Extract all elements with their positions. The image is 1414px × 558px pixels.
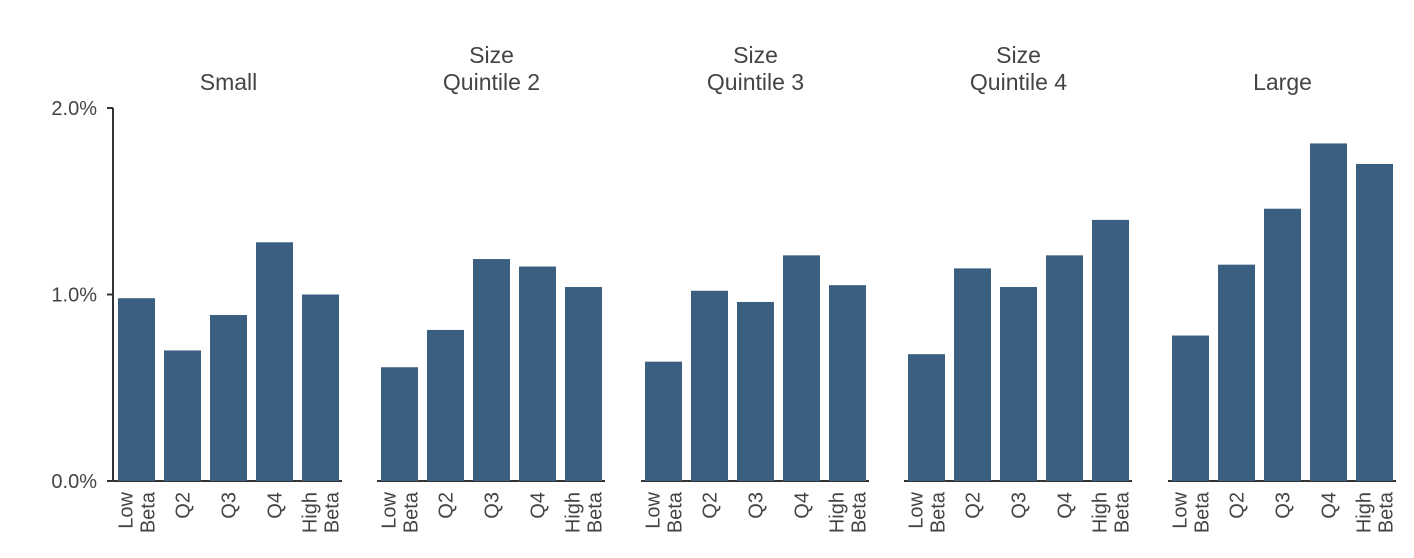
bar: [473, 259, 510, 481]
x-tick-label: Beta: [1112, 491, 1134, 533]
bar: [737, 301, 774, 481]
y-tick-label: 1.0%: [51, 285, 97, 307]
bar: [908, 354, 945, 481]
x-tick-label: Low: [116, 491, 138, 528]
x-tick-label: Low: [643, 491, 665, 528]
panel-title: Quintile 4: [970, 69, 1067, 95]
panel-title: Quintile 2: [443, 69, 540, 95]
x-tick-label: Q3: [482, 492, 504, 519]
x-tick-label: Q4: [792, 492, 814, 519]
x-tick-label: Q2: [436, 492, 458, 519]
bar: [1356, 163, 1393, 481]
x-tick-label: Beta: [138, 491, 160, 533]
x-tick-label: Q3: [1273, 492, 1295, 519]
bar: [1046, 255, 1083, 481]
x-tick-label: High: [1354, 492, 1376, 533]
x-tick-label: Q4: [265, 492, 287, 519]
x-tick-label: Low: [379, 491, 401, 528]
x-tick-label: Q4: [528, 492, 550, 519]
x-tick-label: High: [563, 492, 585, 533]
x-tick-label: Beta: [585, 491, 607, 533]
x-tick-label: Q4: [1055, 492, 1077, 519]
panel-title: Size: [469, 42, 514, 68]
bar: [783, 255, 820, 481]
panel-title: Size: [733, 42, 778, 68]
x-tick-label: Beta: [665, 491, 687, 533]
x-tick-label: Q2: [963, 492, 985, 519]
bar: [519, 266, 556, 481]
x-tick-label: Beta: [849, 491, 871, 533]
bar: [1264, 208, 1301, 481]
bar: [1172, 335, 1209, 481]
x-tick-label: Low: [1170, 491, 1192, 528]
bar: [954, 268, 991, 481]
x-tick-label: Q4: [1319, 492, 1341, 519]
panel-title: Quintile 3: [707, 69, 804, 95]
x-tick-label: Beta: [1376, 491, 1398, 533]
y-tick-label: 0.0%: [51, 471, 97, 493]
x-tick-label: High: [827, 492, 849, 533]
bar: [1310, 143, 1347, 481]
bar: [427, 329, 464, 481]
panel-title: Large: [1253, 69, 1312, 95]
panel-title: Size: [996, 42, 1041, 68]
bar: [691, 290, 728, 481]
x-tick-label: Beta: [928, 491, 950, 533]
x-tick-label: Q3: [746, 492, 768, 519]
x-tick-label: Q2: [1227, 492, 1249, 519]
x-tick-label: High: [300, 492, 322, 533]
x-tick-label: Beta: [1192, 491, 1214, 533]
panel-title: Small: [200, 69, 258, 95]
bar: [1000, 287, 1037, 481]
bar: [645, 361, 682, 481]
x-tick-label: Beta: [401, 491, 423, 533]
y-tick-label: 2.0%: [51, 98, 97, 120]
bar: [829, 285, 866, 481]
bar: [164, 350, 201, 481]
x-tick-label: High: [1090, 492, 1112, 533]
x-tick-label: Q2: [173, 492, 195, 519]
bar: [210, 315, 247, 481]
bar: [565, 287, 602, 481]
bar: [118, 298, 155, 481]
x-tick-label: Q2: [700, 492, 722, 519]
x-tick-label: Q3: [1009, 492, 1031, 519]
bar: [1092, 219, 1129, 481]
bar: [302, 294, 339, 481]
bar: [256, 242, 293, 481]
x-tick-label: Low: [906, 491, 928, 528]
bar: [381, 367, 418, 481]
x-tick-label: Beta: [322, 491, 344, 533]
x-tick-label: Q3: [219, 492, 241, 519]
bar: [1218, 264, 1255, 481]
